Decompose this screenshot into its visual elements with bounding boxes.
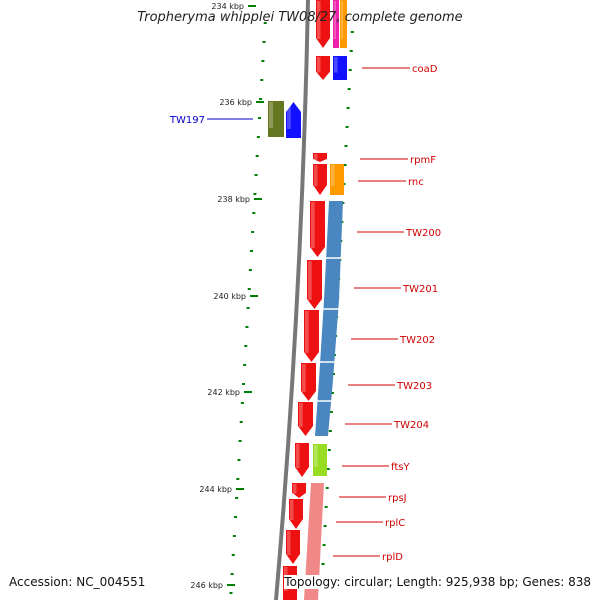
minor-tick-dot	[246, 307, 250, 309]
minor-tick-dot	[231, 554, 235, 556]
TW202-gene	[304, 310, 319, 362]
rpsJ-gene	[292, 483, 306, 498]
minor-tick-dot	[229, 592, 233, 594]
TW203-label: TW203	[396, 381, 432, 392]
minor-tick-dot	[329, 411, 333, 413]
minor-tick-dot	[240, 402, 244, 404]
rplC-label: rplC	[385, 518, 405, 529]
rnc-label: rnc	[408, 177, 424, 188]
minor-tick-dot	[331, 373, 335, 375]
minor-tick-dot	[323, 525, 327, 527]
minor-tick-dot	[236, 478, 240, 480]
minor-tick-dot	[254, 174, 258, 176]
rplC-gene	[289, 499, 303, 529]
rplD-gene	[286, 530, 300, 564]
minor-tick-dot	[345, 126, 349, 128]
minor-tick-dot	[235, 497, 239, 499]
TW200-label: TW200	[405, 228, 441, 239]
minor-tick-dot	[348, 69, 352, 71]
minor-tick-dot	[252, 212, 256, 214]
rpmF-gene	[313, 153, 327, 162]
minor-tick-dot	[263, 22, 267, 24]
minor-tick-dot	[326, 468, 330, 470]
TW200-gene	[310, 201, 325, 257]
minor-tick-dot	[349, 50, 353, 52]
minor-tick-dot	[322, 544, 326, 546]
TW201-label: TW201	[402, 284, 438, 295]
TW204-gene	[298, 402, 313, 436]
TW197-label: TW197	[169, 115, 205, 126]
TW203-gene	[301, 363, 316, 401]
minor-tick-dot	[260, 79, 264, 81]
minor-tick-dot	[330, 392, 334, 394]
rnc-gene-arrow	[313, 164, 327, 195]
rpsJ-label: rpsJ	[388, 493, 407, 504]
TW197-gene-blue	[286, 102, 301, 138]
TW200-TW204-color-block	[315, 201, 345, 436]
minor-tick-dot	[247, 288, 251, 290]
minor-tick-dot	[257, 117, 261, 119]
coaD-color-block	[333, 56, 347, 80]
minor-tick-dot	[347, 88, 351, 90]
minor-tick-dot	[344, 145, 348, 147]
minor-tick-dot	[324, 506, 328, 508]
rplD-label: rplD	[382, 552, 403, 563]
map-title: Tropheryma whipplei TW08/27, complete ge…	[137, 10, 463, 25]
minor-tick-dot	[325, 487, 329, 489]
kbp-tick-label: 238 kbp	[217, 195, 250, 204]
ftsY-gene	[295, 443, 309, 477]
minor-tick-dot	[255, 155, 259, 157]
coaD-gene	[316, 56, 330, 80]
minor-tick-dot	[238, 440, 242, 442]
kbp-tick-label: 240 kbp	[213, 292, 246, 301]
minor-tick-dot	[244, 345, 248, 347]
kbp-tick-label: 246 kbp	[190, 581, 223, 590]
minor-tick-dot	[248, 269, 252, 271]
minor-tick-dot	[250, 250, 253, 252]
topology-text: Topology: circular; Length: 925,938 bp; …	[284, 575, 591, 589]
gene-feature-color	[340, 0, 347, 48]
minor-tick-dot	[234, 516, 238, 518]
rnc-color-block	[330, 164, 344, 195]
rpsJ-rplD-color-block	[304, 483, 324, 600]
minor-tick-dot	[327, 449, 331, 451]
minor-tick-dot	[259, 98, 263, 100]
TW204-label: TW204	[393, 420, 429, 431]
gene-feature-color	[333, 0, 339, 48]
TW202-label: TW202	[399, 335, 435, 346]
genome-backbone	[274, 0, 310, 600]
minor-tick-dot	[232, 535, 236, 537]
minor-tick-dot	[237, 459, 241, 461]
ftsY-label: ftsY	[391, 462, 410, 473]
minor-tick-dot	[242, 383, 246, 385]
minor-tick-dot	[261, 60, 265, 62]
kbp-tick-label: 244 kbp	[199, 485, 232, 494]
minor-tick-dot	[243, 364, 247, 366]
minor-tick-dot	[321, 563, 325, 565]
minor-tick-dot	[239, 421, 243, 423]
minor-tick-dot	[262, 41, 266, 43]
minor-tick-dot	[245, 326, 249, 328]
minor-tick-dot	[350, 31, 354, 33]
gene-feature	[316, 0, 330, 48]
kbp-tick-label: 236 kbp	[219, 98, 252, 107]
minor-tick-dot	[346, 107, 350, 109]
rpmF-label: rpmF	[410, 155, 436, 166]
kbp-tick-label: 234 kbp	[211, 2, 244, 11]
coaD-label: coaD	[412, 64, 438, 75]
minor-tick-dot	[343, 164, 347, 166]
ftsY-color-block	[313, 444, 327, 476]
minor-tick-dot	[251, 231, 255, 233]
accession-text: Accession: NC_004551	[9, 575, 146, 589]
minor-tick-dot	[230, 573, 234, 575]
TW201-gene	[307, 260, 322, 309]
minor-tick-dot	[256, 136, 260, 138]
TW197-gene	[268, 101, 284, 137]
minor-tick-dot	[328, 430, 332, 432]
kbp-tick-label: 242 kbp	[207, 388, 240, 397]
minor-tick-dot	[253, 193, 257, 195]
